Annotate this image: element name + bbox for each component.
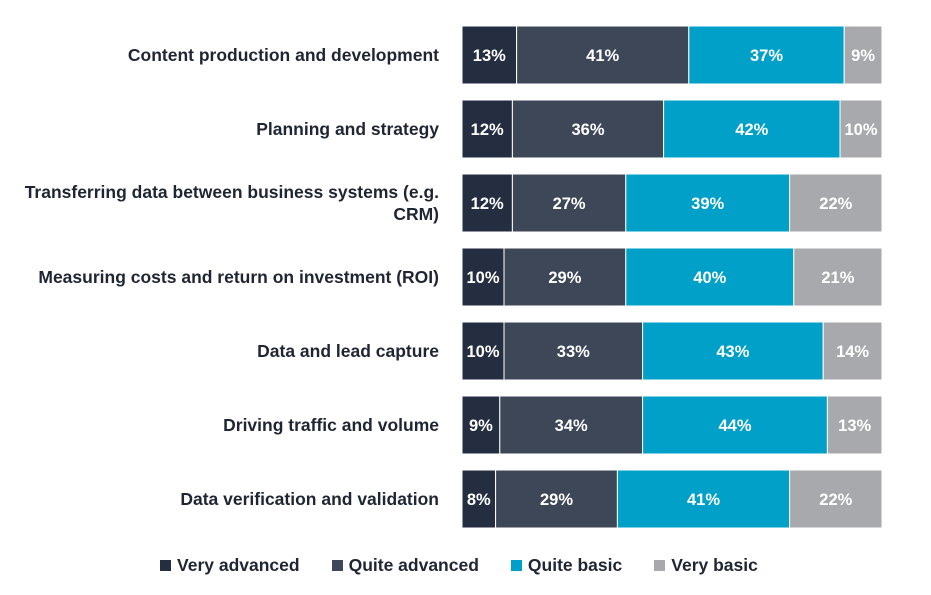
bar-segment bbox=[663, 99, 841, 159]
legend-swatch bbox=[654, 559, 666, 571]
data-label: 22% bbox=[819, 491, 852, 509]
data-label: 21% bbox=[821, 269, 854, 287]
category-label: Planning and strategy bbox=[256, 119, 439, 139]
legend-swatch bbox=[160, 559, 171, 571]
bar-segment bbox=[789, 469, 883, 529]
bar-segment bbox=[461, 469, 497, 529]
bar-segment bbox=[688, 25, 845, 85]
legend-label: Very basic bbox=[671, 554, 758, 575]
bar-segment bbox=[839, 99, 883, 159]
data-label: 43% bbox=[716, 343, 749, 361]
legend: Very advanced Quite advanced Quite basic Ve… bbox=[160, 553, 790, 577]
legend-label: Quite advanced bbox=[348, 554, 479, 575]
legend-item: Very advanced bbox=[160, 555, 300, 576]
bar-segment bbox=[642, 321, 824, 381]
bar-segment bbox=[793, 247, 883, 307]
data-label: 10% bbox=[844, 121, 877, 139]
bar-segment bbox=[616, 469, 791, 529]
data-label: 8% bbox=[467, 491, 491, 509]
category-label: Transferring data between business syste… bbox=[24, 182, 439, 224]
bar-segment bbox=[516, 25, 690, 85]
data-label: 13% bbox=[473, 47, 506, 65]
data-label: 10% bbox=[466, 269, 499, 287]
category-label: Content production and development bbox=[127, 45, 439, 65]
bar-segment bbox=[495, 469, 618, 529]
category-label: Measuring costs and return on investment… bbox=[38, 267, 439, 287]
data-label: 9% bbox=[469, 417, 493, 435]
data-label: 22% bbox=[819, 195, 852, 213]
data-label: 29% bbox=[540, 491, 573, 509]
bar-segment bbox=[642, 395, 828, 455]
bar-segment bbox=[625, 173, 791, 233]
data-label: 40% bbox=[693, 269, 726, 287]
bar-segment bbox=[461, 25, 518, 85]
bar-segment bbox=[461, 173, 513, 233]
data-label: 13% bbox=[838, 417, 871, 435]
category-label: Data verification and validation bbox=[180, 489, 439, 509]
bar-segment bbox=[822, 321, 883, 381]
bar-segment bbox=[843, 25, 883, 85]
bar-segment bbox=[461, 321, 505, 381]
category-label: Data and lead capture bbox=[257, 341, 439, 361]
legend-swatch bbox=[510, 559, 522, 571]
data-label: 29% bbox=[548, 269, 581, 287]
bar-segment bbox=[503, 321, 644, 381]
data-label: 39% bbox=[691, 195, 724, 213]
bars-group: 13% 41% 37% 9% 12% 36% 42% 10% 12% 27% 39% 22% 10% 29… bbox=[461, 25, 883, 529]
bar-segment bbox=[461, 99, 513, 159]
data-label: 41% bbox=[586, 47, 619, 65]
legend-swatch bbox=[331, 559, 343, 571]
data-label: 12% bbox=[471, 195, 504, 213]
data-label: 33% bbox=[557, 343, 590, 361]
legend-label: Very advanced bbox=[177, 554, 300, 575]
bar-segment bbox=[511, 173, 627, 233]
category-label: Driving traffic and volume bbox=[223, 415, 439, 435]
bar-segment bbox=[503, 247, 627, 307]
bar-segment bbox=[826, 395, 883, 455]
bar-segment bbox=[499, 395, 644, 455]
data-label: 27% bbox=[553, 195, 586, 213]
data-label: 36% bbox=[571, 121, 604, 139]
data-label: 42% bbox=[735, 121, 768, 139]
data-label: 34% bbox=[555, 417, 588, 435]
data-label: 14% bbox=[836, 343, 869, 361]
data-label: 12% bbox=[471, 121, 504, 139]
data-label: 41% bbox=[687, 491, 720, 509]
legend-item: Quite advanced bbox=[331, 554, 479, 576]
data-label: 9% bbox=[851, 47, 875, 65]
data-label: 44% bbox=[718, 417, 751, 435]
legend-item: Quite basic bbox=[510, 554, 623, 576]
legend-label: Quite basic bbox=[527, 554, 623, 575]
bar-segment bbox=[789, 173, 883, 233]
data-label: 37% bbox=[750, 47, 783, 65]
legend-item: Very basic bbox=[654, 555, 758, 576]
data-label: 10% bbox=[466, 343, 499, 361]
bar-segment bbox=[461, 247, 505, 307]
